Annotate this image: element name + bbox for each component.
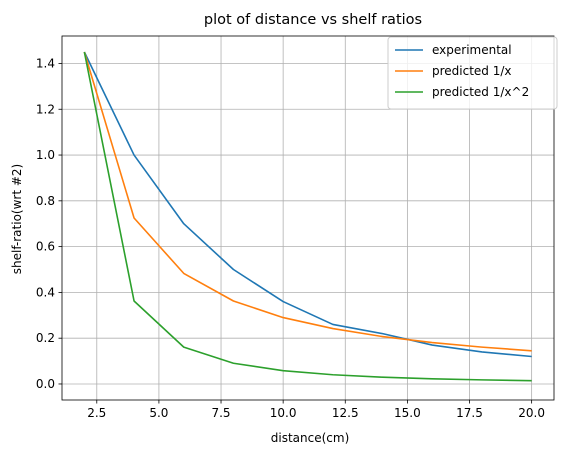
x-tick-label: 2.5 xyxy=(87,406,106,420)
series-line xyxy=(83,51,532,352)
series-lines xyxy=(83,51,532,382)
y-tick-label: 1.4 xyxy=(36,56,55,70)
x-tick-label: 15.0 xyxy=(394,406,421,420)
x-axis-ticks: 2.5 5.0 7.5 10.0 12.5 15.0 17.5 20.0 xyxy=(87,400,545,420)
x-tick-label: 7.5 xyxy=(211,406,230,420)
x-tick-label: 12.5 xyxy=(332,406,359,420)
series-line xyxy=(83,51,532,382)
legend-label: predicted 1/x xyxy=(432,64,512,78)
chart-title: plot of distance vs shelf ratios xyxy=(204,12,422,28)
legend-label: predicted 1/x^2 xyxy=(432,85,529,99)
y-tick-label: 0.2 xyxy=(36,331,55,345)
legend-box xyxy=(387,36,558,110)
y-axis-ticks: 0.0 0.2 0.4 0.6 0.8 1.0 1.2 1.4 xyxy=(36,56,62,391)
y-tick-label: 0.6 xyxy=(36,240,55,254)
y-axis-label: shelf-ratio(wrt #2) xyxy=(10,164,24,274)
y-tick-label: 1.0 xyxy=(36,148,55,162)
x-tick-label: 20.0 xyxy=(518,406,545,420)
plot-frame xyxy=(61,35,555,401)
x-axis-label: distance(cm) xyxy=(271,431,350,445)
x-tick-label: 5.0 xyxy=(149,406,168,420)
y-tick-label: 0.8 xyxy=(36,194,55,208)
legend: experimental predicted 1/x predicted 1/x^2 xyxy=(387,36,558,110)
legend-label: experimental xyxy=(432,43,512,57)
y-tick-label: 1.2 xyxy=(36,102,55,116)
y-tick-label: 0.4 xyxy=(36,285,55,299)
x-tick-label: 17.5 xyxy=(456,406,483,420)
series-line xyxy=(83,51,532,358)
x-tick-label: 10.0 xyxy=(270,406,297,420)
y-tick-label: 0.0 xyxy=(36,377,55,391)
